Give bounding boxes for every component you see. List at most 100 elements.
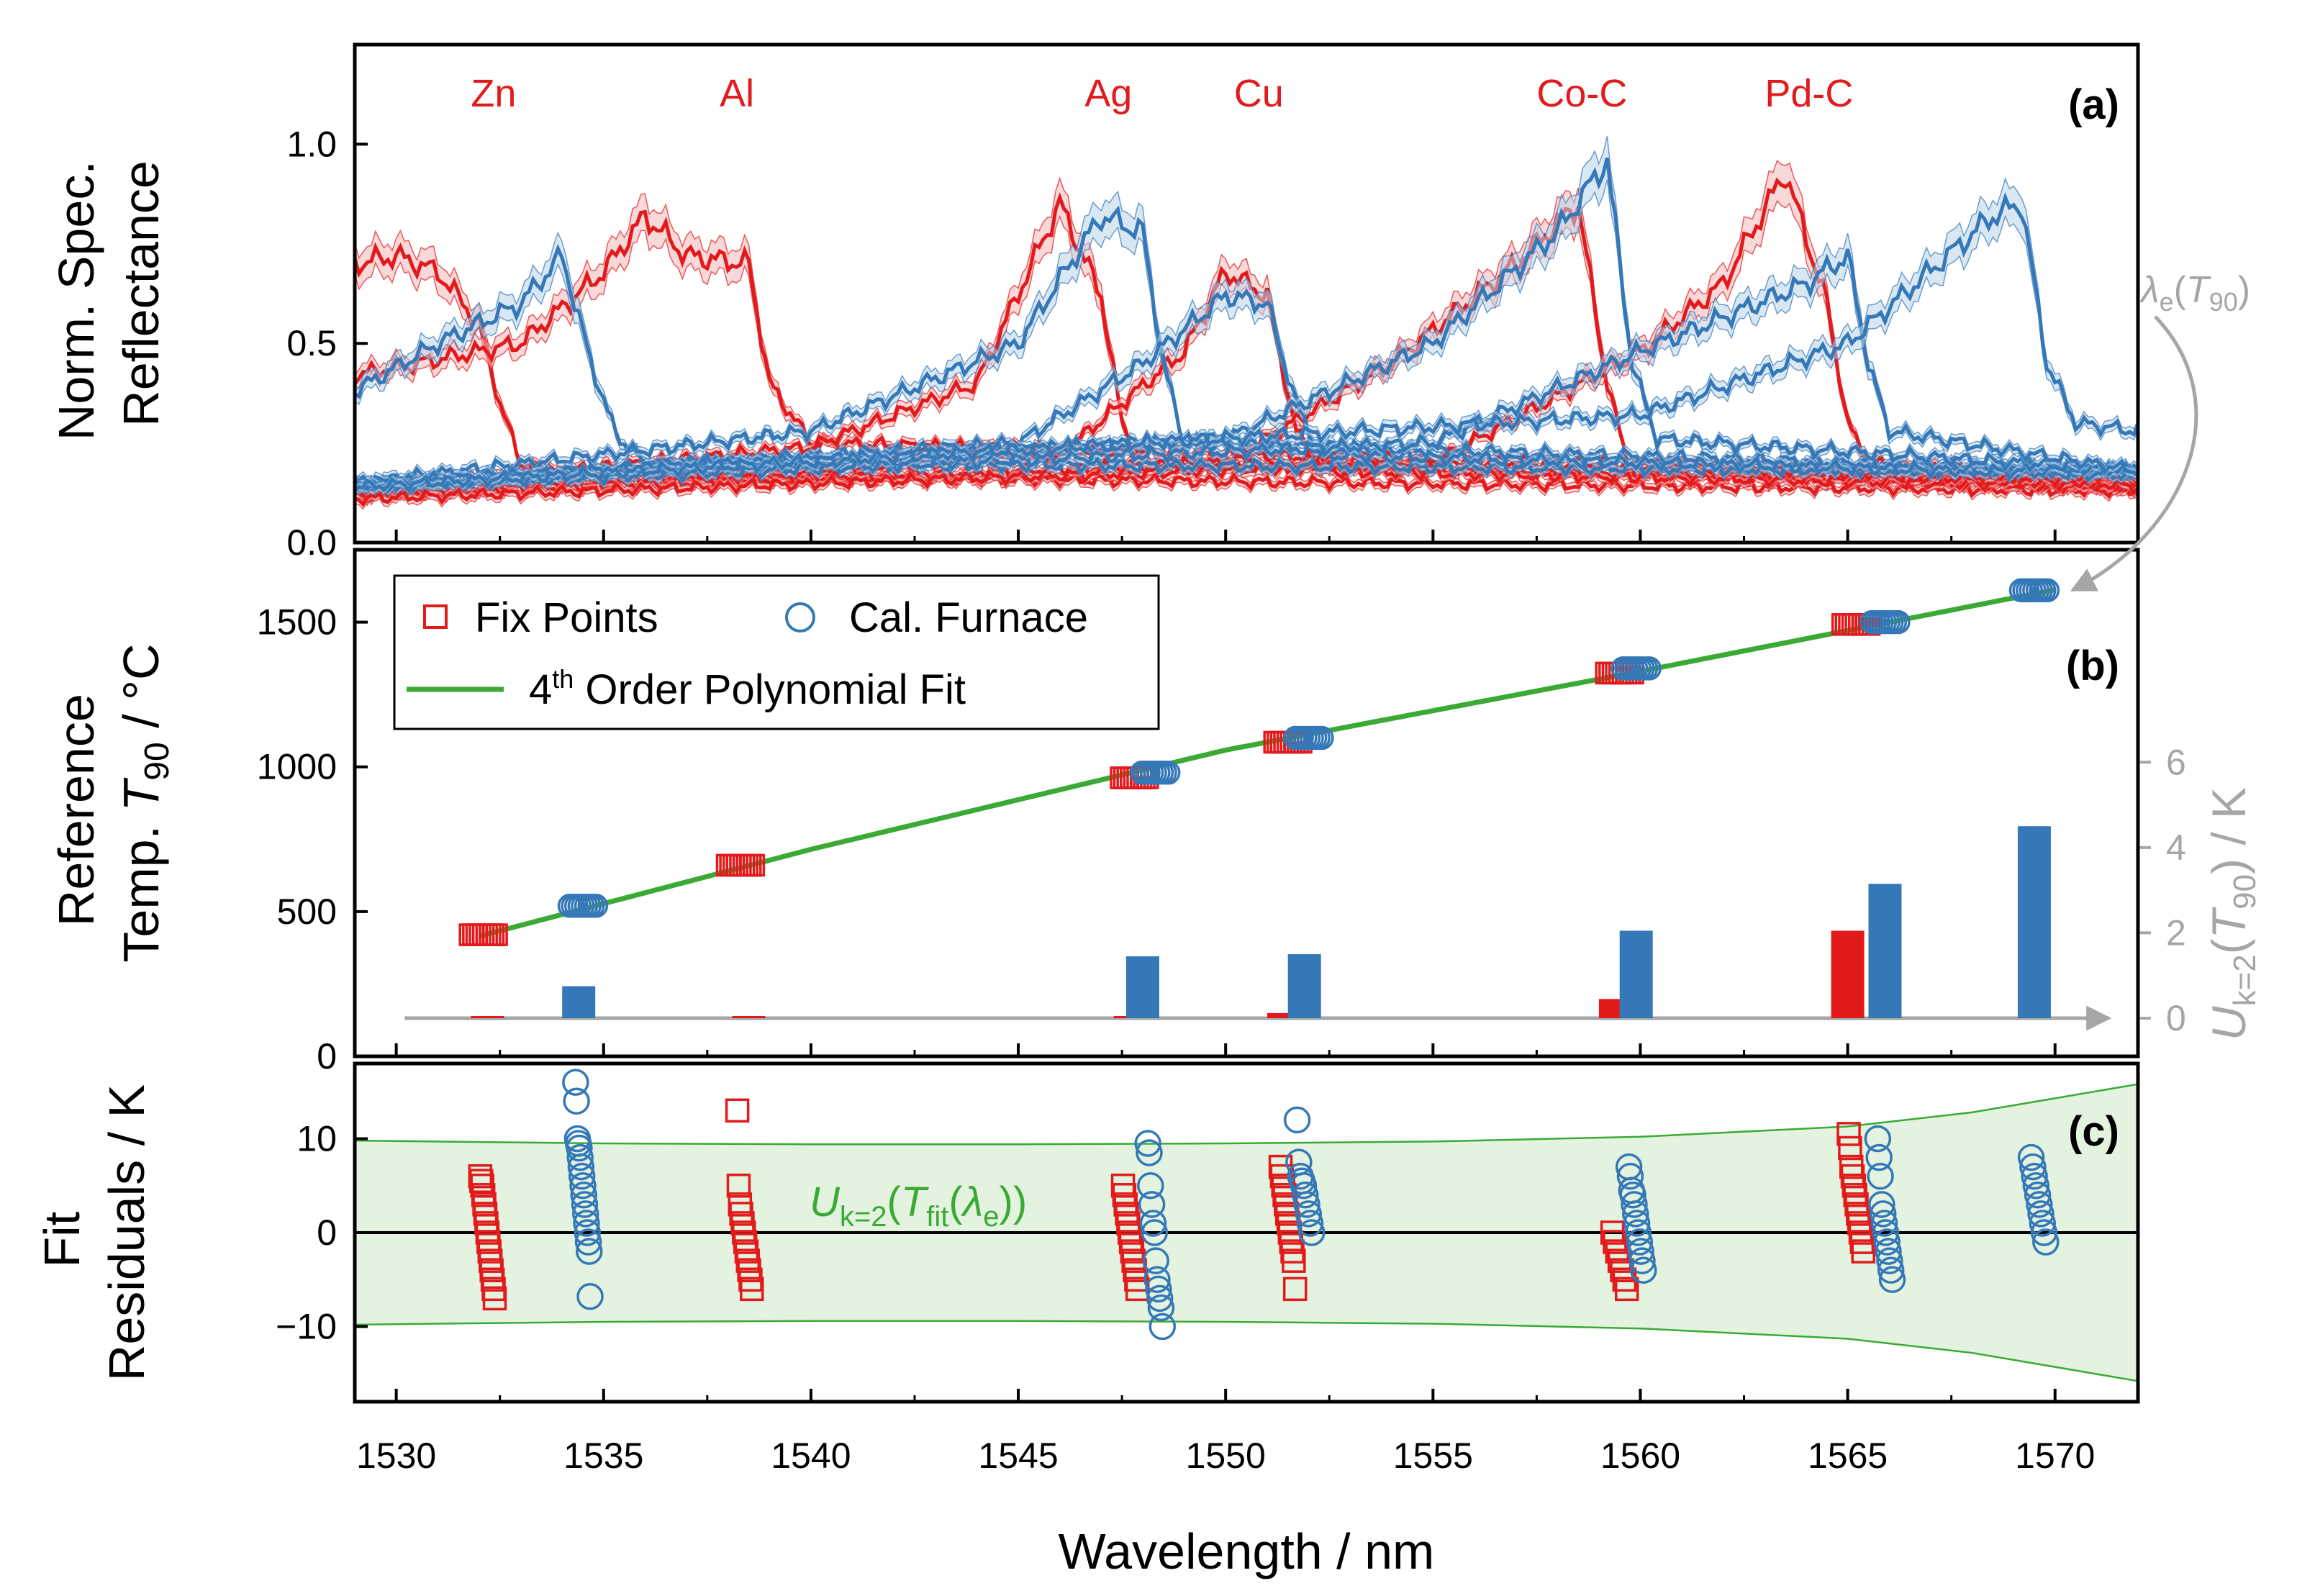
x-tick-label: 1560 [1600,1436,1680,1476]
residual-fixpoint [1847,1211,1872,1235]
residual-fixpoint [1280,1239,1305,1264]
residual-furnace [1295,1200,1323,1228]
residual-fixpoint [1123,1258,1147,1282]
legend-box [393,574,1160,730]
x-axis-title: Wavelength / nm [1059,1523,1435,1579]
residual-furnace [1867,1162,1894,1190]
residual-fixpoint [732,1220,756,1245]
residual-fixpoint [1614,1277,1639,1302]
residual-furnace [1145,1275,1172,1303]
residual-furnace [2024,1182,2052,1209]
panel-b-tag: (b) [2066,643,2119,689]
residual-fixpoint [1603,1230,1627,1254]
panel-b-right-ylabel: Uk=2(T90) / K [2202,787,2262,1040]
residual-furnace [2017,1143,2045,1171]
residual-furnace [2030,1219,2058,1246]
residual-fixpoint [735,1248,761,1273]
residual-furnace [1616,1162,1644,1190]
residual-furnace [1134,1130,1161,1157]
legend-fit-label: 4th Order Polynomial Fit [529,664,966,713]
x-tick-label: 1535 [563,1436,643,1476]
residual-fixpoint [1115,1202,1139,1226]
uncertainty-bar-furnace [2017,826,2051,1018]
legend-fixpoint-marker [423,604,448,629]
residual-furnace [2032,1228,2060,1256]
lambda-arrow [2070,315,2198,592]
right-y-tick-label: 4 [2166,828,2186,868]
residual-fixpoint [1112,1183,1137,1207]
residual-furnace [1293,1191,1320,1218]
residual-fixpoint [1279,1230,1303,1254]
residual-furnace [574,1228,602,1256]
x-tick-label: 1550 [1186,1436,1266,1476]
residual-fixpoint [1848,1220,1873,1245]
material-label: Cu [1234,72,1284,115]
legend-furnace-label: Cal. Furnace [849,594,1088,641]
panel-a-tag: (a) [2068,81,2119,128]
furnace-marker [1637,656,1662,681]
residual-furnace [570,1182,597,1209]
residual-fixpoint [725,1098,750,1123]
y-tick-label: 1500 [257,602,337,643]
residual-furnace [1137,1171,1164,1200]
residual-fixpoint [1851,1239,1875,1264]
residual-fixpoint [1120,1239,1145,1264]
residual-furnace [1875,1238,1902,1265]
band-label: Uk=2(Tfit(λe)) [810,1179,1027,1233]
residual-furnace [1622,1200,1649,1228]
panel-a-frame [353,42,2140,545]
residual-furnace [1626,1228,1654,1256]
residual-furnace [1878,1266,1906,1294]
residual-furnace [2026,1191,2053,1218]
residual-fixpoint [729,1202,753,1226]
residual-fixpoint [1600,1220,1625,1245]
furnace-marker [1156,761,1181,785]
residual-furnace [1298,1219,1326,1246]
residual-furnace [562,1069,589,1096]
material-label: Pd-C [1764,72,1853,115]
y-tick-label: −10 [276,1307,337,1347]
residual-furnace [2019,1153,2047,1181]
residual-furnace [576,1283,604,1310]
x-tick-label: 1555 [1393,1436,1473,1476]
y-tick-label: 1000 [257,747,337,787]
x-tick-label: 1540 [771,1436,851,1476]
uncertainty-bar-fixpoint [1831,930,1865,1018]
uncertainty-bar-furnace [1125,956,1159,1018]
residual-furnace [1619,1182,1646,1209]
residual-fixpoint [1840,1164,1865,1189]
residual-furnace [1141,1219,1169,1246]
y-tick-label: 0 [317,1036,337,1076]
y-tick-label: 0.0 [286,522,337,563]
right-y-tick-label: 6 [2166,742,2186,782]
material-label: Zn [471,72,516,115]
residual-fixpoint [738,1267,763,1292]
residual-fixpoint [1282,1277,1308,1302]
spectrum-line [353,157,2139,490]
material-labels: Zn Al Ag Cu Co-C Pd-C [471,72,1853,115]
residual-furnace [2022,1171,2050,1200]
material-label: Co-C [1536,72,1627,115]
y-tick-label: 1.0 [286,124,337,164]
residual-fixpoint [482,1286,507,1311]
residual-fixpoint [1116,1211,1141,1235]
residual-furnace [568,1162,596,1190]
residual-fixpoint [1849,1230,1875,1254]
residual-furnace [1146,1284,1174,1312]
band-upper [354,1083,2139,1146]
uncertainty-bar-fixpoint [1267,1012,1300,1018]
material-label: Al [720,72,754,115]
furnace-marker [584,894,609,918]
residual-fixpoint [730,1211,755,1235]
residual-furnace [2021,1162,2048,1190]
residual-furnace [2027,1200,2054,1228]
y-tick-label: 500 [277,892,337,932]
residual-furnace [563,1087,590,1115]
x-tick-label: 1565 [1808,1436,1888,1476]
uncertainty-bar-fixpoint [732,1016,766,1018]
residual-fixpoint [1836,1122,1861,1146]
y-tick-label: 0.5 [286,323,337,363]
residual-fixpoint [1841,1173,1867,1198]
uncertainty-bar-furnace [562,986,596,1018]
residual-fixpoint [728,1192,753,1217]
